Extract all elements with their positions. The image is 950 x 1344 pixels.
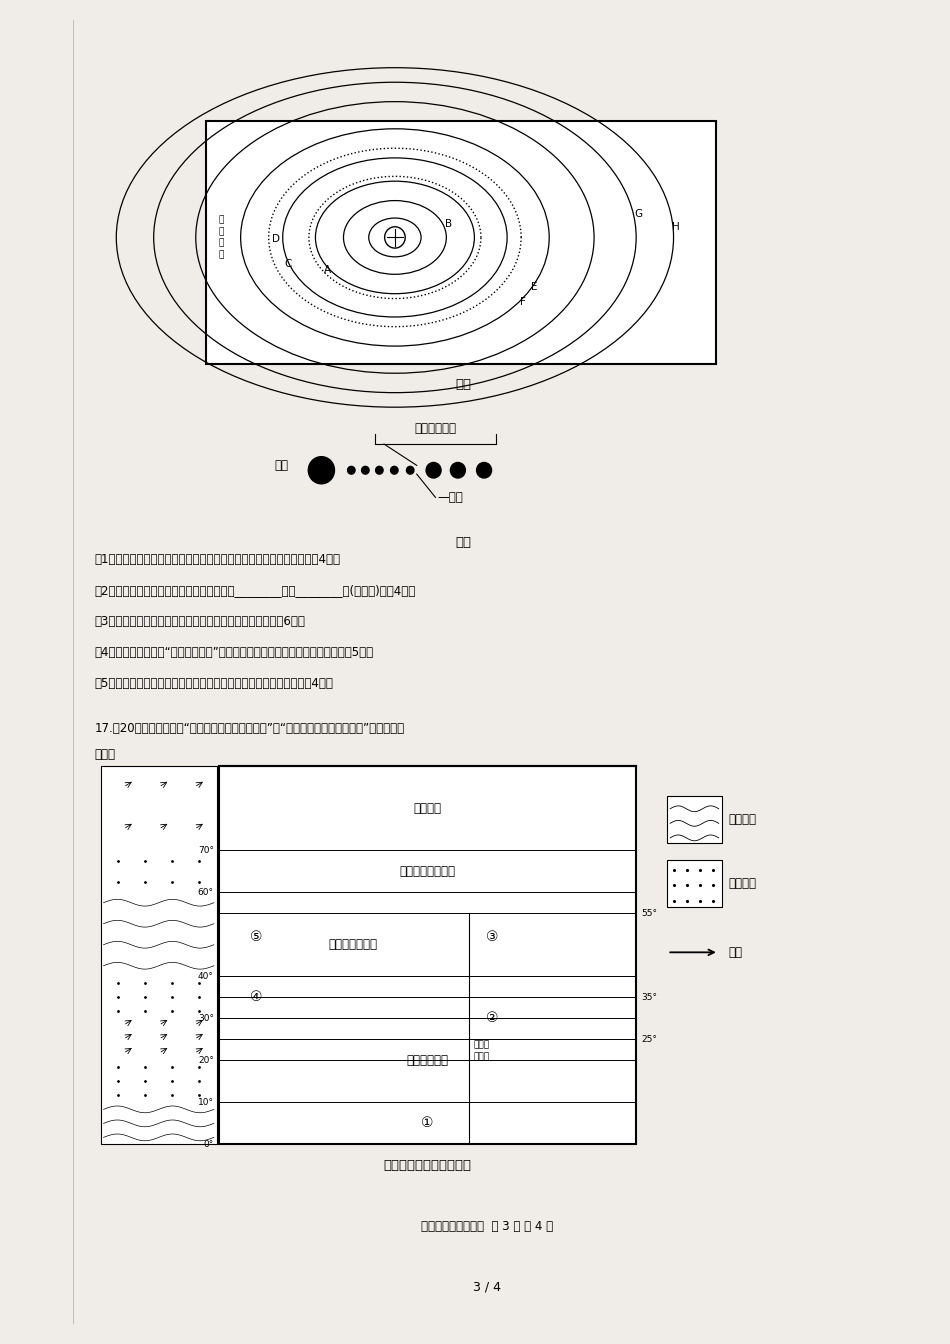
Circle shape <box>309 457 334 484</box>
Text: 乙图: 乙图 <box>455 536 471 550</box>
Text: ⑤: ⑤ <box>250 930 262 943</box>
Text: 世界气候类型分布模式图: 世界气候类型分布模式图 <box>384 1159 471 1172</box>
Text: ①: ① <box>421 1117 434 1130</box>
Circle shape <box>362 466 369 474</box>
Text: 极地气候: 极地气候 <box>413 801 442 814</box>
Text: A: A <box>323 265 331 274</box>
Bar <box>206 121 716 363</box>
Text: 30°: 30° <box>198 1013 214 1023</box>
Text: 温带大陆性气候: 温带大陆性气候 <box>329 938 378 952</box>
Text: 带: 带 <box>218 250 224 259</box>
Text: （2）地球轨道内、外两侧轨道上分别运行着________星和________星(填名称)。（4分）: （2）地球轨道内、外两侧轨道上分别运行着________星和________星(… <box>94 583 415 597</box>
Text: 25°: 25° <box>641 1035 657 1044</box>
Bar <box>101 766 217 1144</box>
Circle shape <box>348 466 355 474</box>
Text: 高一级地理期中试卷  第 3 页 共 4 页: 高一级地理期中试卷 第 3 页 共 4 页 <box>421 1220 553 1234</box>
Text: ③: ③ <box>486 930 499 943</box>
Text: F: F <box>520 297 525 308</box>
Text: 问题。: 问题。 <box>94 747 115 761</box>
Text: C: C <box>284 259 292 269</box>
Text: E: E <box>531 281 537 292</box>
Text: 行: 行 <box>218 227 224 237</box>
Text: B: B <box>445 219 452 228</box>
Text: 40°: 40° <box>198 972 214 981</box>
Bar <box>218 766 636 1144</box>
Text: （4）指出乙图中显示“生命可居住带”出现生命的主要影响因素，并说明理由。（5分）: （4）指出乙图中显示“生命可居住带”出现生命的主要影响因素，并说明理由。（5分） <box>94 646 373 659</box>
Text: 小: 小 <box>218 215 224 224</box>
Text: 太阳: 太阳 <box>275 458 288 472</box>
Text: 20°: 20° <box>198 1056 214 1064</box>
Text: 亚寒带大陆性气候: 亚寒带大陆性气候 <box>400 864 455 878</box>
Text: 35°: 35° <box>641 993 657 1001</box>
Text: 低气压带: 低气压带 <box>728 813 756 827</box>
Text: 风气候: 风气候 <box>474 1052 490 1062</box>
Circle shape <box>407 466 414 474</box>
Text: 星: 星 <box>218 239 224 247</box>
Text: 60°: 60° <box>198 887 214 896</box>
Text: 热带草原气候: 热带草原气候 <box>407 1054 448 1067</box>
Text: D: D <box>273 234 280 243</box>
Text: 55°: 55° <box>641 909 657 918</box>
Text: 高气压带: 高气压带 <box>728 878 756 890</box>
Text: ④: ④ <box>250 991 262 1004</box>
Circle shape <box>390 466 398 474</box>
Text: 17.（20分）下面两图为“世界气候类型分布模式图”和“气温曲线和降水量柱状图”，读图回答: 17.（20分）下面两图为“世界气候类型分布模式图”和“气温曲线和降水量柱状图”… <box>94 723 405 735</box>
Text: H: H <box>672 222 680 231</box>
Text: （1）甲图中表示地球的字母是哪个？与地球距离最近的恒星是什么？（4分）: （1）甲图中表示地球的字母是哪个？与地球距离最近的恒星是什么？（4分） <box>94 552 340 566</box>
Circle shape <box>385 227 406 249</box>
Text: （3）概括甲图中的太阳系八大行星绕日公转的共同特点。（6分）: （3）概括甲图中的太阳系八大行星绕日公转的共同特点。（6分） <box>94 614 305 628</box>
Text: 3 / 4: 3 / 4 <box>473 1281 501 1293</box>
Circle shape <box>427 462 441 478</box>
Text: 甲图: 甲图 <box>455 378 471 391</box>
Text: —地球: —地球 <box>437 491 463 504</box>
Circle shape <box>477 462 491 478</box>
Text: 0°: 0° <box>203 1140 214 1149</box>
Circle shape <box>375 466 383 474</box>
Text: 热带季: 热带季 <box>474 1040 490 1050</box>
Bar <box>667 796 722 843</box>
Bar <box>667 860 722 907</box>
Text: G: G <box>635 208 642 219</box>
Text: 10°: 10° <box>198 1098 214 1107</box>
Text: （5）除乙图所述因素外，请说出地球上存在生命的自身有利条件。（4分）: （5）除乙图所述因素外，请说出地球上存在生命的自身有利条件。（4分） <box>94 677 333 689</box>
Text: ②: ② <box>486 1011 499 1025</box>
Text: 70°: 70° <box>198 845 214 855</box>
Text: 生命可居住带: 生命可居住带 <box>414 422 456 434</box>
Circle shape <box>450 462 465 478</box>
Text: 风向: 风向 <box>728 946 742 958</box>
